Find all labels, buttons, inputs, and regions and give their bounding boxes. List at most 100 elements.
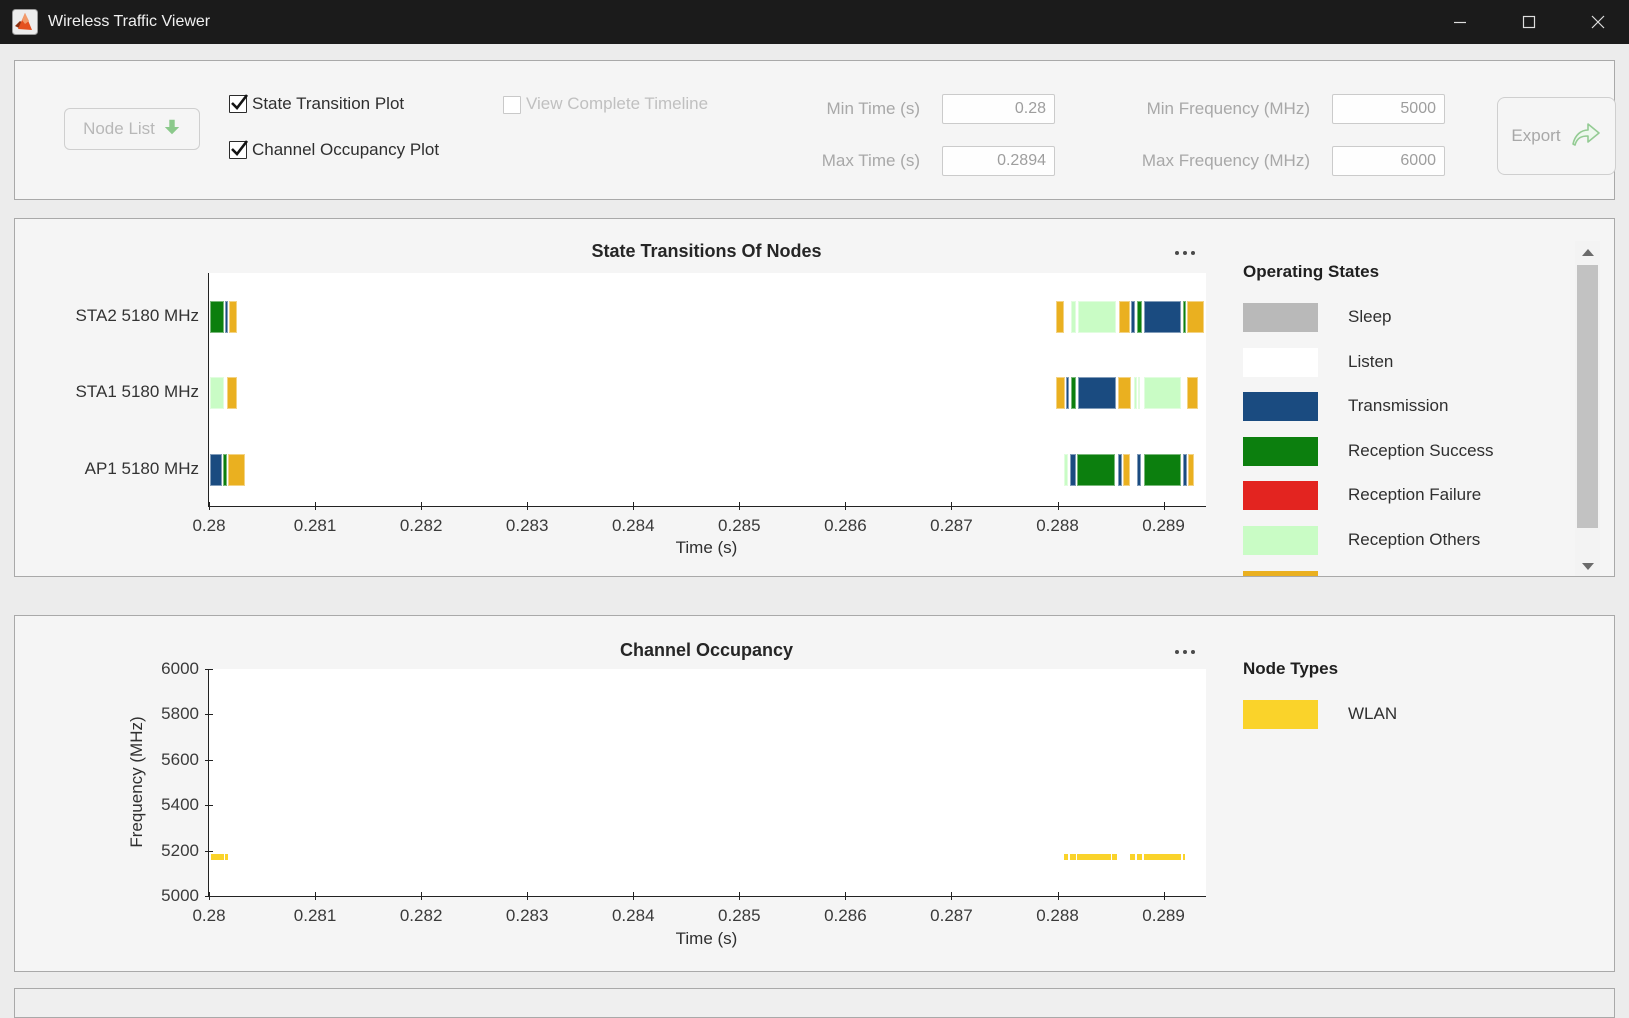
occupancy-chart-title: Channel Occupancy (619, 640, 794, 660)
x-tick-label: 0.283 (505, 516, 549, 535)
state-segment-reception_others (1071, 301, 1076, 333)
max-frequency-input[interactable] (1332, 146, 1445, 176)
x-tick-mark (1057, 892, 1059, 900)
state-transitions-panel: State Transitions Of Nodes STA2 5180 MHz… (14, 218, 1615, 577)
legend-label: Reception Success (1348, 440, 1494, 460)
legend-label: Reception Failure (1348, 485, 1482, 505)
checkmark-icon (231, 94, 249, 110)
scrollbar-thumb[interactable] (1577, 265, 1598, 528)
state-segment-transmission (1182, 454, 1187, 486)
legend-label: Reception Others (1348, 530, 1481, 549)
state-segment-transmission (1137, 454, 1142, 486)
legend-label: Transmission (1348, 396, 1449, 416)
min-time-input[interactable] (942, 94, 1055, 124)
state-segment-reception_others (210, 377, 224, 409)
close-button[interactable] (1568, 0, 1628, 44)
state-segment-transmission (1077, 377, 1116, 409)
maximize-button[interactable] (1499, 0, 1559, 44)
state-segment-contention (229, 301, 237, 333)
x-tick-label: 0.284 (611, 516, 655, 535)
node-list-label: Node List (83, 119, 155, 138)
state-segment-reception_others (1133, 377, 1138, 409)
x-tick-mark (209, 892, 210, 900)
y-tick-mark (205, 850, 213, 852)
x-tick-label: 0.286 (824, 906, 867, 925)
x-tick-mark (315, 892, 317, 900)
state-segment-reception_success (222, 454, 228, 486)
min-frequency-label: Min Frequency (MHz) (1146, 99, 1310, 118)
occupancy-segment-wlan (1111, 854, 1117, 860)
x-tick-mark (527, 502, 529, 510)
titlebar: Wireless Traffic Viewer (0, 0, 1629, 44)
state-segment-reception_success (1182, 301, 1186, 333)
state-segment-reception_success (210, 301, 224, 333)
channel-occupancy-plot-checkbox[interactable] (229, 140, 249, 159)
x-tick-label: 0.28 (192, 516, 226, 535)
legend-swatch (1243, 347, 1318, 377)
x-tick-label: 0.285 (718, 906, 761, 925)
export-button[interactable]: Export (1497, 97, 1616, 175)
scroll-up-icon[interactable] (1582, 249, 1594, 256)
y-tick-mark (205, 669, 213, 670)
state-segment-reception_others (1077, 301, 1116, 333)
state-segment-transmission (210, 454, 222, 486)
x-tick-label: 0.284 (611, 906, 655, 925)
state-segment-contention (1056, 301, 1064, 333)
state-segment-reception_others (1138, 377, 1141, 409)
state-segment-transmission (1117, 454, 1123, 486)
x-tick-mark (845, 892, 847, 900)
legend-label: Sleep (1348, 307, 1392, 326)
state-segment-transmission (1130, 301, 1135, 333)
state-segment-contention (228, 454, 246, 486)
max-time-label: Max Time (s) (821, 151, 920, 170)
occupancy-segment-wlan (224, 854, 229, 860)
minimize-button[interactable] (1430, 0, 1490, 44)
x-tick-mark (315, 502, 317, 510)
node-types-legend-title: Node Types (1243, 659, 1339, 678)
x-tick-mark (951, 502, 953, 510)
x-tick-mark (951, 892, 953, 900)
x-tick-mark (421, 892, 423, 900)
legend-swatch (1243, 570, 1318, 576)
legend-label: Listen (1348, 351, 1394, 371)
x-tick-mark (633, 502, 635, 510)
state-segment-contention (1187, 454, 1195, 486)
axes-options-menu-icon[interactable] (1165, 245, 1205, 261)
window-title: Wireless Traffic Viewer (48, 13, 211, 30)
legend-swatch (1243, 700, 1318, 729)
legend-scrollbar[interactable] (1575, 241, 1600, 576)
state-segment-transmission (1144, 301, 1181, 333)
row-label: STA1 5180 MHz (75, 382, 199, 401)
state-segment-transmission (1065, 377, 1070, 409)
channel-occupancy-panel: Channel Occupancy Frequency (MHz) 6000 58… (14, 615, 1615, 972)
x-tick-label: 0.287 (930, 516, 973, 535)
occupancy-segment-wlan (1129, 854, 1135, 860)
x-tick-label: 0.282 (399, 516, 443, 535)
legend-label: WLAN (1348, 704, 1398, 723)
axes-options-menu-icon[interactable] (1165, 644, 1205, 660)
state-segment-reception_others (1063, 454, 1069, 486)
x-tick-label: 0.287 (930, 906, 973, 925)
y-tick-mark (205, 759, 213, 761)
x-tick-label: 0.286 (824, 516, 867, 535)
x-tick-mark (209, 502, 210, 510)
occupancy-xlabel: Time (s) (675, 929, 738, 948)
state-transition-plot-checkbox[interactable] (229, 94, 249, 113)
x-tick-label: 0.288 (1036, 906, 1079, 925)
x-tick-label: 0.285 (718, 516, 761, 535)
x-tick-mark (1163, 502, 1165, 510)
scroll-down-icon[interactable] (1582, 563, 1594, 570)
state-segment-contention (1056, 377, 1065, 409)
occupancy-segment-wlan (1137, 854, 1143, 860)
node-list-button[interactable]: Node List (64, 108, 200, 150)
checkmark-icon (231, 140, 249, 156)
max-time-input[interactable] (942, 146, 1055, 176)
legend-swatch (1243, 303, 1318, 332)
state-segment-contention (1186, 377, 1198, 409)
state-segment-reception_success (1076, 454, 1115, 486)
x-tick-label: 0.282 (399, 906, 443, 925)
min-frequency-input[interactable] (1332, 94, 1445, 124)
y-tick-mark (205, 805, 213, 807)
export-label: Export (1511, 126, 1561, 145)
